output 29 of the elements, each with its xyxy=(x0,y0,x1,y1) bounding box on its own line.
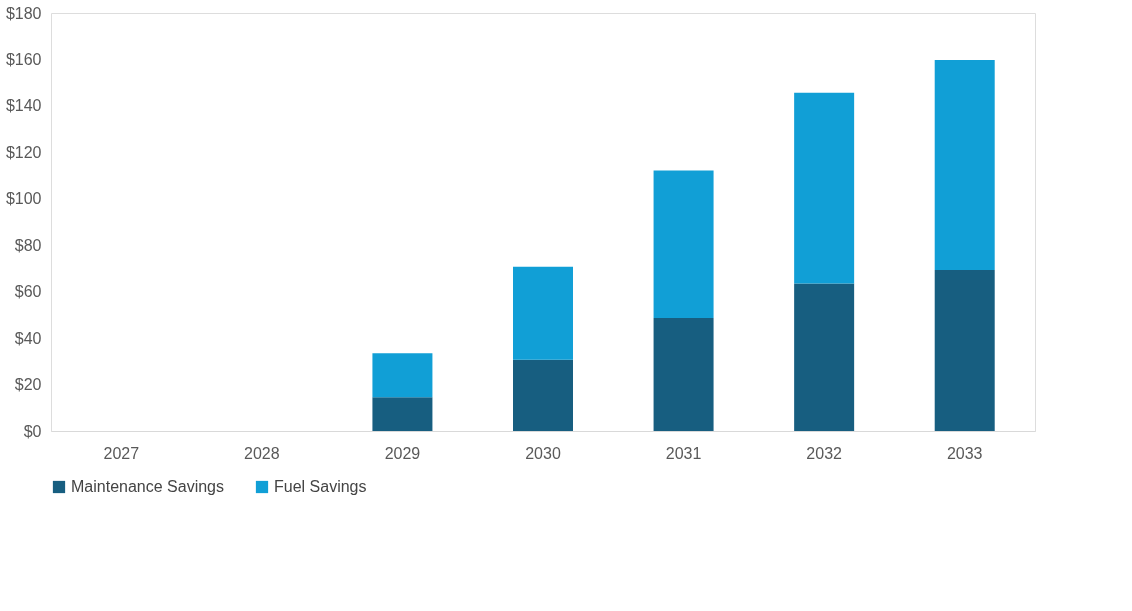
y-tick-label: $20 xyxy=(14,376,42,394)
bar xyxy=(372,397,433,431)
y-tick-label: $60 xyxy=(14,283,42,301)
bar xyxy=(372,353,433,398)
x-tick-label: 2028 xyxy=(244,444,280,462)
bar xyxy=(934,270,995,431)
y-tick-label: $120 xyxy=(5,143,42,161)
x-tick-label: 2030 xyxy=(525,444,561,462)
y-tick-label: $0 xyxy=(23,422,42,440)
x-tick-label: 2032 xyxy=(806,444,843,462)
bar xyxy=(653,317,714,431)
y-tick-label: $40 xyxy=(14,329,42,347)
x-tick-label: 2027 xyxy=(103,444,140,462)
y-tick-label: $80 xyxy=(14,236,42,254)
bar xyxy=(794,283,855,431)
x-tick-label: 2029 xyxy=(384,444,421,462)
bar xyxy=(513,359,573,431)
legend-label: Maintenance Savings xyxy=(71,478,224,495)
bar xyxy=(934,59,995,271)
bar xyxy=(513,266,573,360)
y-tick-label: $100 xyxy=(5,190,42,208)
x-tick-label: 2033 xyxy=(946,444,983,462)
y-tick-label: $140 xyxy=(5,97,42,115)
legend-label: Fuel Savings xyxy=(274,478,367,495)
y-tick-label: $160 xyxy=(5,50,42,68)
y-tick-label: $180 xyxy=(5,4,42,22)
x-tick-label: 2031 xyxy=(665,444,702,462)
bar xyxy=(794,92,855,284)
bar xyxy=(653,170,714,318)
